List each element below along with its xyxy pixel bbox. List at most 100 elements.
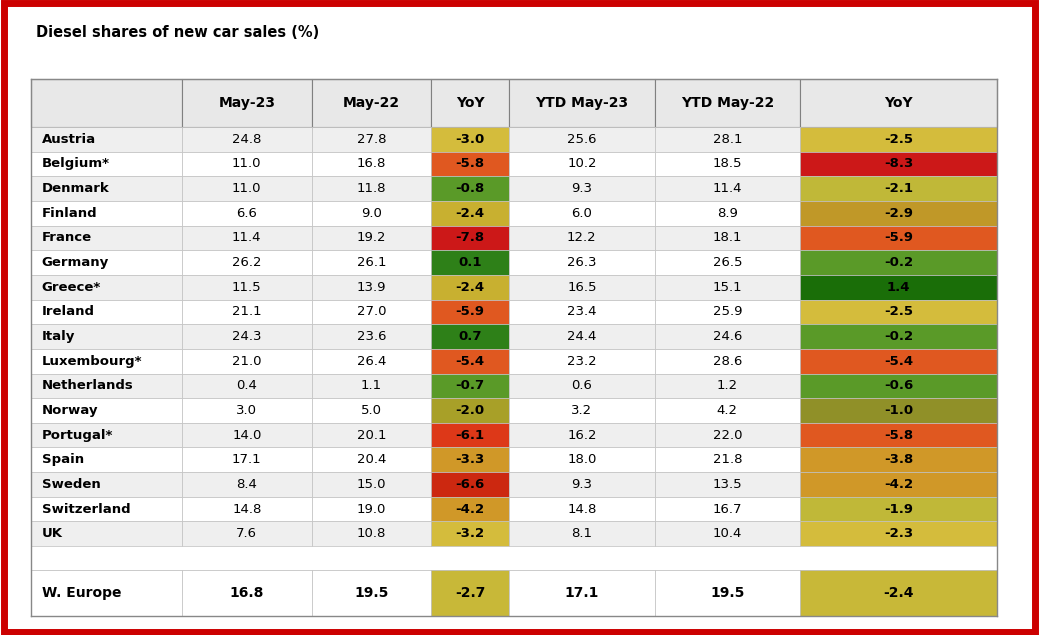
Text: -0.2: -0.2 xyxy=(884,256,913,269)
Text: 20.1: 20.1 xyxy=(356,429,387,442)
Text: -5.8: -5.8 xyxy=(884,429,913,442)
Text: 19.5: 19.5 xyxy=(710,586,745,600)
Text: 7.6: 7.6 xyxy=(236,527,258,540)
Bar xyxy=(31,349,182,373)
Bar xyxy=(31,472,182,497)
Text: -0.7: -0.7 xyxy=(455,379,485,392)
Bar xyxy=(509,275,655,300)
Text: -0.8: -0.8 xyxy=(455,182,485,195)
Text: -8.3: -8.3 xyxy=(884,157,913,170)
Bar xyxy=(509,201,655,225)
Bar xyxy=(431,300,509,324)
Bar xyxy=(182,250,312,275)
Text: 14.0: 14.0 xyxy=(232,429,262,442)
Text: 6.0: 6.0 xyxy=(571,207,592,220)
Text: 26.4: 26.4 xyxy=(356,355,387,368)
Bar xyxy=(182,79,312,127)
Text: 25.9: 25.9 xyxy=(713,305,742,318)
Text: 6.6: 6.6 xyxy=(236,207,258,220)
Text: -5.4: -5.4 xyxy=(884,355,913,368)
Text: Luxembourg*: Luxembourg* xyxy=(42,355,142,368)
Bar xyxy=(800,472,997,497)
Text: YoY: YoY xyxy=(884,96,913,110)
Bar xyxy=(182,570,312,594)
Text: -5.9: -5.9 xyxy=(884,231,913,244)
Bar xyxy=(312,570,431,594)
Bar xyxy=(509,570,655,594)
Text: 16.8: 16.8 xyxy=(230,586,264,600)
Bar xyxy=(800,448,997,472)
Text: Spain: Spain xyxy=(42,453,84,466)
Text: 18.0: 18.0 xyxy=(567,453,596,466)
Bar xyxy=(800,349,997,373)
Bar xyxy=(182,324,312,349)
Bar xyxy=(655,349,800,373)
Bar xyxy=(182,177,312,201)
Text: 17.1: 17.1 xyxy=(232,453,262,466)
Text: 28.1: 28.1 xyxy=(713,133,742,146)
Bar xyxy=(800,497,997,521)
Bar xyxy=(182,472,312,497)
Text: Switzerland: Switzerland xyxy=(42,503,130,516)
Text: France: France xyxy=(42,231,91,244)
Text: -3.8: -3.8 xyxy=(884,453,913,466)
Text: 11.4: 11.4 xyxy=(232,231,262,244)
Bar xyxy=(312,349,431,373)
Text: 16.2: 16.2 xyxy=(567,429,596,442)
Bar xyxy=(431,570,509,594)
Bar xyxy=(312,152,431,177)
Bar xyxy=(800,300,997,324)
Text: -6.1: -6.1 xyxy=(455,429,485,442)
Bar xyxy=(431,152,509,177)
Text: Portugal*: Portugal* xyxy=(42,429,113,442)
Bar xyxy=(655,570,800,594)
Bar xyxy=(431,349,509,373)
Bar xyxy=(312,127,431,152)
Text: 8.9: 8.9 xyxy=(717,207,738,220)
Text: 9.3: 9.3 xyxy=(571,478,592,491)
Bar xyxy=(31,250,182,275)
Bar xyxy=(655,225,800,250)
Text: 22.0: 22.0 xyxy=(713,429,742,442)
Bar xyxy=(31,570,182,594)
Text: 21.0: 21.0 xyxy=(232,355,262,368)
Text: Finland: Finland xyxy=(42,207,98,220)
Bar xyxy=(182,300,312,324)
Bar xyxy=(655,177,800,201)
Text: 21.1: 21.1 xyxy=(232,305,262,318)
Text: Sweden: Sweden xyxy=(42,478,101,491)
Bar xyxy=(431,79,509,127)
Text: 23.2: 23.2 xyxy=(567,355,596,368)
Text: -5.9: -5.9 xyxy=(456,305,484,318)
Bar xyxy=(800,324,997,349)
Bar xyxy=(182,570,312,616)
Text: 1.4: 1.4 xyxy=(887,281,910,294)
Text: 19.5: 19.5 xyxy=(354,586,389,600)
Text: 11.0: 11.0 xyxy=(232,182,262,195)
Bar xyxy=(655,423,800,448)
Text: 11.4: 11.4 xyxy=(713,182,742,195)
Bar xyxy=(312,324,431,349)
Bar xyxy=(655,201,800,225)
Text: -2.5: -2.5 xyxy=(884,305,913,318)
Bar xyxy=(312,201,431,225)
Text: May-22: May-22 xyxy=(343,96,400,110)
Text: 15.1: 15.1 xyxy=(713,281,742,294)
Text: -2.5: -2.5 xyxy=(884,133,913,146)
Bar xyxy=(655,448,800,472)
Text: 18.1: 18.1 xyxy=(713,231,742,244)
Text: 9.3: 9.3 xyxy=(571,182,592,195)
Bar xyxy=(655,373,800,398)
Text: 13.5: 13.5 xyxy=(713,478,742,491)
Text: 3.2: 3.2 xyxy=(571,404,592,417)
Text: 8.1: 8.1 xyxy=(571,527,592,540)
Text: 16.5: 16.5 xyxy=(567,281,596,294)
Bar xyxy=(800,127,997,152)
Text: 19.0: 19.0 xyxy=(356,503,387,516)
Bar xyxy=(312,423,431,448)
Text: 8.4: 8.4 xyxy=(236,478,258,491)
Text: UK: UK xyxy=(42,527,62,540)
Text: 25.6: 25.6 xyxy=(567,133,596,146)
Text: 23.6: 23.6 xyxy=(356,330,387,343)
Bar xyxy=(655,275,800,300)
